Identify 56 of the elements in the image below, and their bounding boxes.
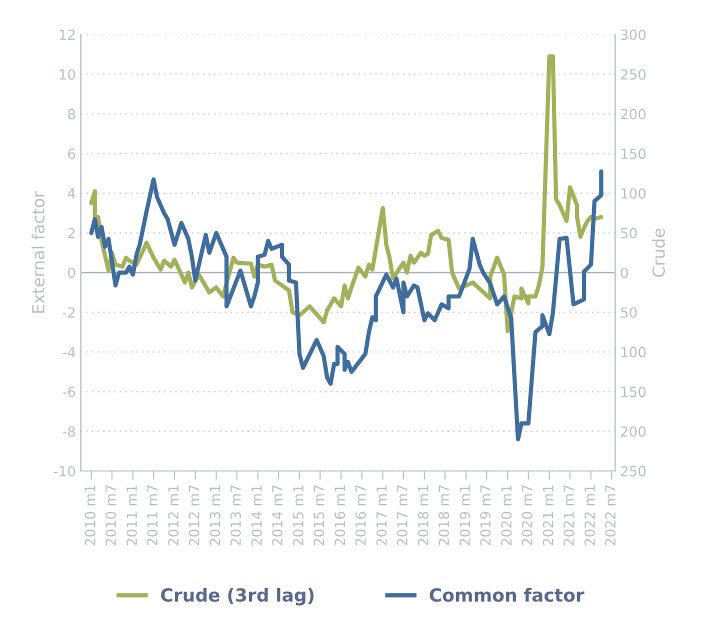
x-tick-label: 2010 m1 xyxy=(84,485,96,546)
x-tick-label: 2010 m7 xyxy=(105,485,116,546)
y-tick-label: -2 xyxy=(62,307,75,318)
x-tick-label: 2011 m1 xyxy=(126,485,137,546)
y2-tick-label: 250 xyxy=(621,69,646,80)
y2-tick-label: 250 xyxy=(621,466,646,476)
y-tick-label: -8 xyxy=(62,426,76,437)
x-tick-label: 2017 m7 xyxy=(396,485,408,546)
y-tick-label: 6 xyxy=(68,148,76,160)
y2-tick-label: 200 xyxy=(621,108,646,120)
x-tick-label: 2015 m1 xyxy=(293,485,304,546)
y-tick-label: -6 xyxy=(62,386,76,398)
y2-tick-label: 0 xyxy=(620,268,628,278)
x-tick-label: 2012 m1 xyxy=(168,485,179,546)
x-tick-label: 2013 m1 xyxy=(210,485,220,546)
x-tick-label: 2019 m7 xyxy=(480,485,491,546)
x-tick-label: 2022 m7 xyxy=(605,485,616,546)
x-tick-label: 2015 m7 xyxy=(314,485,324,546)
y2-tick-label: 150 xyxy=(622,386,646,398)
y2-tick-label: 300 xyxy=(621,30,646,40)
x-tick-label: 2020 m7 xyxy=(522,485,532,546)
x-tick-label: 2013 m7 xyxy=(230,485,241,546)
x-tick-label: 2018 m7 xyxy=(438,485,450,546)
x-tick-label: 2011 m7 xyxy=(147,485,158,546)
x-tick-label: 2021 m7 xyxy=(564,485,574,546)
x-tick-label: 2012 m7 xyxy=(188,485,200,546)
legend-label: Common factor xyxy=(430,588,584,602)
y2-tick-label: 100 xyxy=(622,346,646,358)
legend-label: Crude (3rd lag) xyxy=(161,588,314,606)
line-series xyxy=(89,54,604,334)
y2-tick-label: 50 xyxy=(621,307,637,318)
x-tick-label: 2017 m1 xyxy=(376,485,387,546)
x-tick-label: 2014 m1 xyxy=(251,485,262,546)
y2-tick-label: 150 xyxy=(622,148,646,160)
x-tick-label: 2016 m7 xyxy=(355,485,366,546)
y-tick-label: 10 xyxy=(60,69,76,80)
x-tick-label: 2014 m7 xyxy=(272,485,283,546)
y-tick-label: 4 xyxy=(68,188,76,199)
y-tick-label: -10 xyxy=(54,466,76,476)
y2-tick-label: 50 xyxy=(621,228,637,238)
y-tick-label: -4 xyxy=(62,347,76,358)
y-axis-title: External factor xyxy=(32,191,45,313)
x-tick-label: 2018 m1 xyxy=(418,485,428,546)
x-tick-label: 2021 m1 xyxy=(542,485,554,546)
y-tick-label: 2 xyxy=(68,228,75,238)
y-tick-label: 12 xyxy=(60,30,75,40)
y2-tick-label: 100 xyxy=(622,188,646,199)
y2-axis-title: Crude xyxy=(652,228,665,277)
y2-tick-label: 200 xyxy=(621,426,646,437)
x-tick-label: 2019 m1 xyxy=(460,485,470,546)
x-tick-label: 2020 m1 xyxy=(501,485,512,546)
line-series xyxy=(89,169,604,442)
y-tick-label: 8 xyxy=(68,108,76,120)
x-tick-label: 2016 m1 xyxy=(334,485,346,546)
y-tick-label: 0 xyxy=(68,268,76,278)
x-tick-label: 2022 m1 xyxy=(584,485,595,546)
